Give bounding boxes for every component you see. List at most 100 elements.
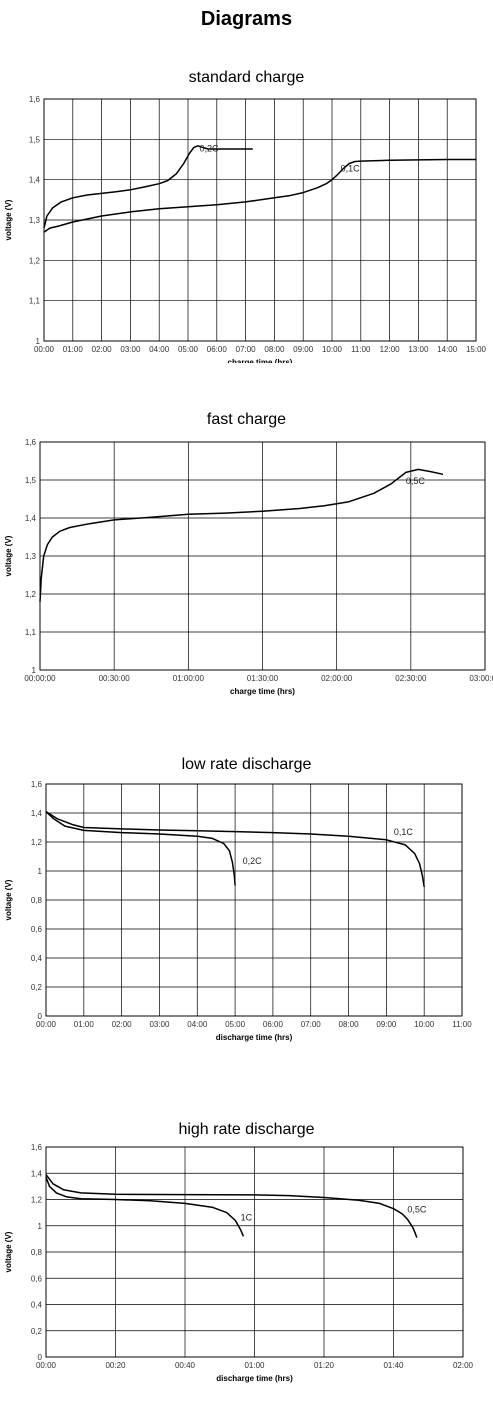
- series-label: 1C: [241, 1213, 253, 1223]
- x-tick-label: 04:00: [187, 1020, 208, 1029]
- y-tick-label: 0,6: [31, 1274, 43, 1283]
- series-line-1c: [45, 1176, 245, 1237]
- y-tick-label: 1,4: [29, 176, 41, 185]
- x-tick-label: 02:00: [453, 1361, 474, 1370]
- series-line-0-5c: [45, 1174, 418, 1238]
- x-tick-label: 03:00: [120, 345, 141, 354]
- x-axis-label: charge time (hrs): [228, 358, 293, 363]
- y-tick-label: 0,4: [31, 954, 43, 963]
- y-tick-label: 0: [38, 1353, 43, 1362]
- x-tick-label: 00:00:00: [24, 674, 56, 683]
- series-label: 0,1C: [341, 164, 361, 174]
- x-tick-label: 06:00: [207, 345, 228, 354]
- x-tick-label: 13:00: [408, 345, 429, 354]
- y-tick-label: 1,3: [29, 216, 41, 225]
- x-tick-label: 01:20: [314, 1361, 335, 1370]
- x-axis-label: charge time (hrs): [230, 687, 295, 696]
- x-tick-label: 07:00: [301, 1020, 322, 1029]
- page-title: Diagrams: [200, 8, 293, 30]
- x-tick-label: 11:00: [452, 1020, 472, 1029]
- x-tick-label: 06:00: [263, 1020, 284, 1029]
- y-tick-label: 1,4: [25, 514, 37, 523]
- y-tick-label: 1,4: [31, 809, 43, 818]
- x-axis-label: discharge time (hrs): [216, 1033, 293, 1042]
- y-tick-label: 1,2: [31, 1196, 43, 1205]
- x-axis-label: discharge time (hrs): [216, 1374, 293, 1383]
- y-tick-label: 0,8: [31, 896, 43, 905]
- x-tick-label: 05:00: [178, 345, 199, 354]
- y-tick-label: 1: [38, 1222, 43, 1231]
- x-tick-label: 02:00: [112, 1020, 133, 1029]
- y-tick-label: 1,5: [25, 476, 37, 485]
- series-line-0-5c: [39, 468, 444, 602]
- x-tick-label: 02:00: [92, 345, 113, 354]
- y-tick-label: 1,6: [31, 1143, 43, 1152]
- plot-area: [39, 441, 486, 671]
- x-tick-label: 07:00: [236, 345, 257, 354]
- series-label: 0,5C: [407, 1205, 427, 1215]
- x-tick-label: 00:00: [36, 1361, 57, 1370]
- x-tick-label: 00:40: [175, 1361, 196, 1370]
- x-tick-label: 03:00:00: [469, 674, 493, 683]
- y-tick-label: 1,2: [31, 838, 43, 847]
- x-tick-label: 15:00: [466, 345, 487, 354]
- x-tick-label: 14:00: [437, 345, 458, 354]
- x-tick-label: 00:00: [36, 1020, 57, 1029]
- plot-area: [45, 783, 463, 1017]
- x-tick-label: 12:00: [380, 345, 401, 354]
- y-axis-label: voltage (V): [4, 879, 13, 920]
- high-rate-discharge-chart: high rate discharge 00:00 00:20 00:40 01:00 0…: [4, 1121, 474, 1383]
- x-tick-label: 11:00: [351, 345, 371, 354]
- chart-title: high rate discharge: [178, 1121, 314, 1138]
- plot-area: [43, 98, 477, 342]
- y-tick-label: 1,6: [29, 95, 41, 104]
- x-tick-label: 00:30:00: [99, 674, 131, 683]
- low-rate-discharge-chart: low rate discharge 00:00 01:00 02:00 03:00 04…: [4, 756, 472, 1042]
- series-label: 0,5C: [406, 476, 426, 486]
- x-tick-label: 10:00: [414, 1020, 435, 1029]
- x-tick-label: 01:00: [63, 345, 84, 354]
- x-tick-label: 01:30:00: [247, 674, 279, 683]
- y-tick-label: 1,5: [29, 135, 41, 144]
- series-line-0-2c: [43, 145, 253, 229]
- x-tick-label: 04:00: [149, 345, 170, 354]
- fast-charge-chart: fast charge 00:00:00 00:30:00 01:00:00 01:30…: [4, 411, 493, 696]
- x-tick-label: 01:40: [383, 1361, 404, 1370]
- x-tick-label: 01:00: [244, 1361, 265, 1370]
- x-tick-label: 00:00: [34, 345, 55, 354]
- series-line-0-2c: [45, 811, 236, 886]
- y-tick-label: 1: [38, 867, 43, 876]
- y-tick-label: 1,4: [31, 1169, 43, 1178]
- y-tick-label: 0,6: [31, 925, 43, 934]
- series-line-0-1c: [43, 158, 476, 233]
- series-line-0-1c: [45, 810, 425, 888]
- y-tick-label: 1: [32, 666, 37, 675]
- y-tick-label: 1,1: [29, 297, 41, 306]
- standard-charge-chart: standard charge 00:00 01:00 02:00 03:00 04:00…: [4, 69, 487, 363]
- y-tick-label: 1,3: [25, 552, 37, 561]
- chart-title: fast charge: [207, 411, 286, 428]
- y-tick-label: 0,8: [31, 1248, 43, 1257]
- x-tick-label: 05:00: [225, 1020, 246, 1029]
- x-tick-label: 00:20: [105, 1361, 126, 1370]
- x-tick-label: 08:00: [339, 1020, 360, 1029]
- plot-area: [45, 1146, 464, 1358]
- y-tick-label: 0,2: [31, 1327, 43, 1336]
- chart-title: standard charge: [189, 69, 305, 86]
- x-tick-label: 10:00: [322, 345, 343, 354]
- y-axis-label: voltage (V): [4, 1231, 13, 1272]
- x-tick-label: 02:30:00: [395, 674, 427, 683]
- x-tick-label: 01:00: [74, 1020, 95, 1029]
- series-label: 0,1C: [394, 827, 414, 837]
- chart-title: low rate discharge: [182, 756, 312, 773]
- series-label: 0,2C: [243, 856, 263, 866]
- y-tick-label: 1,6: [31, 780, 43, 789]
- y-tick-label: 1,1: [25, 628, 37, 637]
- x-tick-label: 09:00: [293, 345, 314, 354]
- y-tick-label: 1: [36, 337, 41, 346]
- y-axis-label: voltage (V): [4, 535, 13, 576]
- y-axis-label: voltage (V): [4, 199, 13, 240]
- y-tick-label: 0,2: [31, 983, 43, 992]
- x-tick-label: 08:00: [264, 345, 285, 354]
- x-tick-label: 02:00:00: [321, 674, 353, 683]
